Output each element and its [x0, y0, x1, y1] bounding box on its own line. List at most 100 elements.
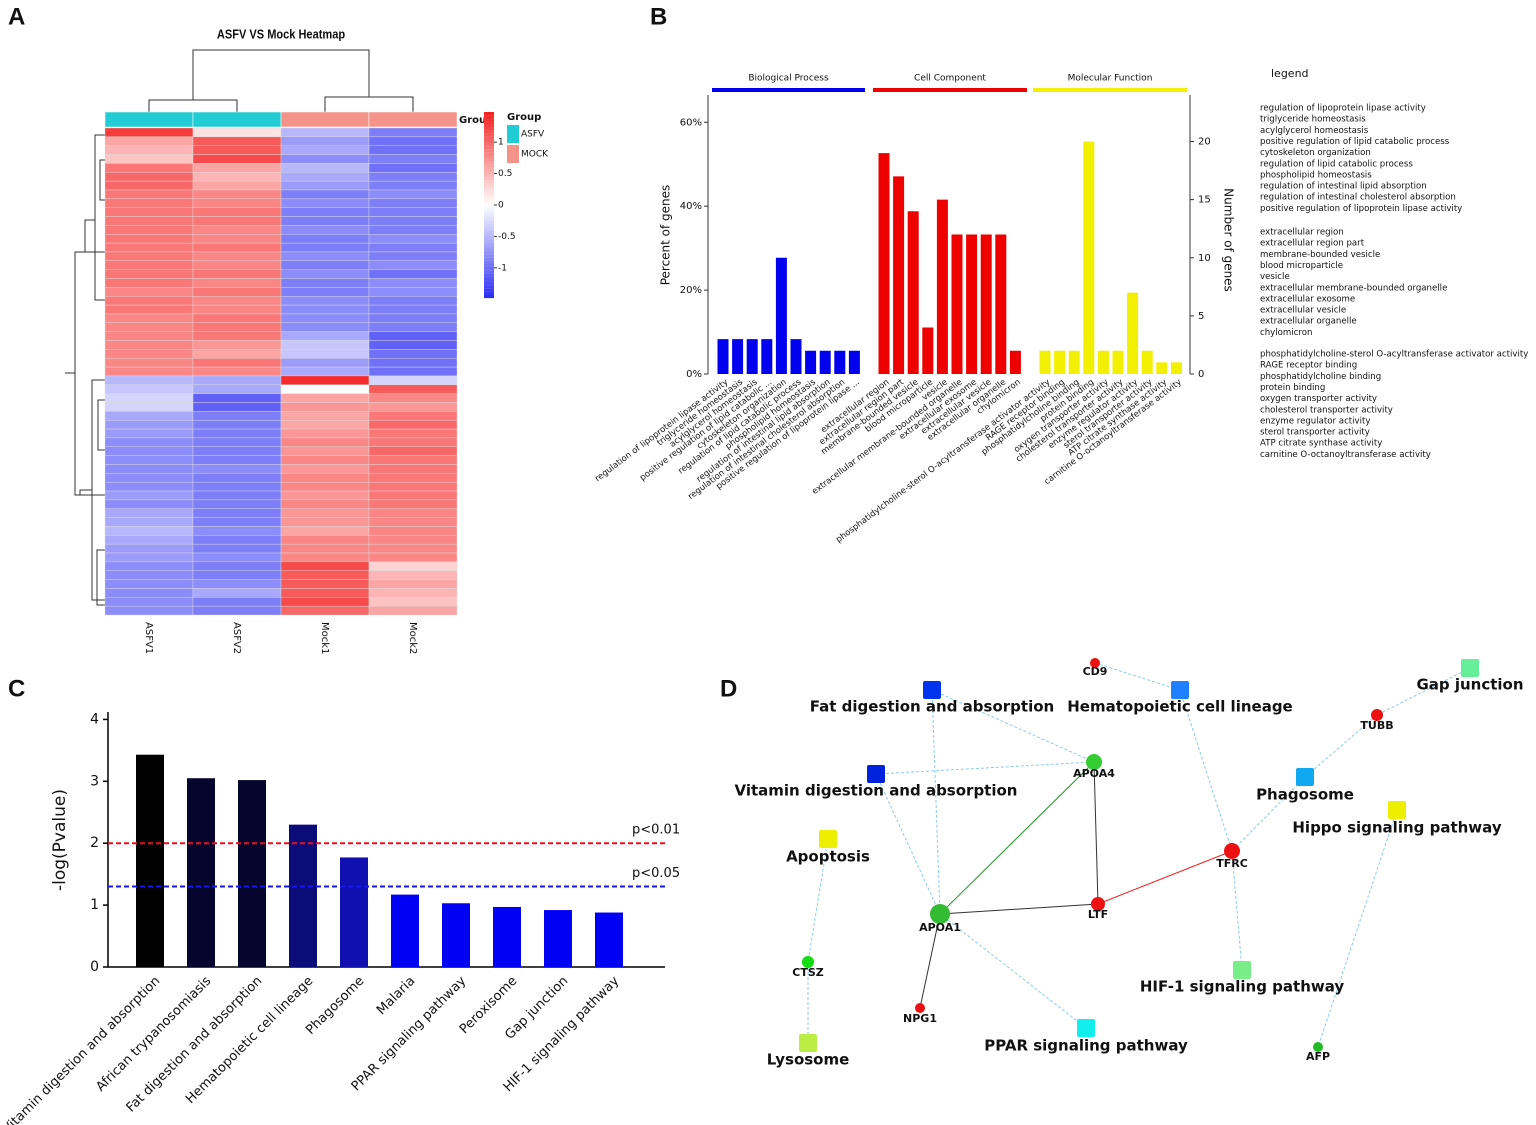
- heat-cell: [280, 597, 370, 607]
- heat-cell: [192, 508, 282, 518]
- group-header: Molecular Function: [1068, 74, 1153, 84]
- heat-cell: [280, 579, 370, 589]
- heat-cell: [192, 402, 282, 412]
- heat-cell: [192, 570, 282, 580]
- pathway-label: HIF-1 signaling pathway: [1140, 978, 1345, 996]
- colorbar-segment: [484, 164, 494, 168]
- heat-cell: [368, 180, 458, 191]
- heat-cell: [280, 198, 370, 208]
- heat-cell: [368, 172, 458, 182]
- network-edge: [939, 913, 1087, 1029]
- bar: [544, 910, 572, 967]
- heat-cell: [280, 437, 370, 447]
- colorbar-segment: [484, 127, 494, 131]
- network-edge: [1304, 714, 1378, 778]
- heat-cell: [192, 349, 282, 359]
- heat-cell: [280, 145, 370, 155]
- legend-item: phospholipid homeostasis: [1260, 170, 1372, 180]
- heat-cell: [280, 384, 370, 394]
- heat-cell: [368, 526, 458, 536]
- pathway-node: [867, 765, 885, 783]
- heat-cell: [192, 260, 282, 270]
- colorbar-segment: [484, 195, 494, 199]
- heat-cell: [104, 597, 194, 607]
- legend-item: phosphatidylcholine binding: [1260, 372, 1381, 382]
- heat-cell: [192, 172, 282, 182]
- colorbar-segment: [484, 217, 494, 221]
- colorbar-segment: [484, 257, 494, 261]
- colorbar-segment: [484, 279, 494, 283]
- legend-item: positive regulation of lipid catabolic p…: [1260, 137, 1450, 147]
- heat-cell: [280, 251, 370, 262]
- colorbar-segment: [484, 270, 494, 274]
- heat-cell: [104, 517, 194, 527]
- heat-cell: [192, 127, 282, 138]
- network-edge: [875, 761, 1095, 775]
- bar: [1083, 141, 1095, 374]
- heat-cell: [280, 366, 370, 377]
- bar: [136, 754, 164, 967]
- heat-cell: [280, 136, 370, 146]
- network-edge: [919, 913, 941, 1009]
- heat-cell: [192, 437, 282, 447]
- heat-cell: [192, 242, 282, 253]
- heat-cell: [368, 366, 458, 377]
- heat-cell: [368, 428, 458, 439]
- colorbar-segment: [484, 205, 494, 209]
- legend-item: cholesterol transporter activity: [1260, 405, 1393, 415]
- heat-cell: [192, 331, 282, 341]
- bar: [1068, 350, 1080, 374]
- colorbar-segment: [484, 186, 494, 190]
- heat-cell: [280, 473, 370, 483]
- heat-cell: [192, 322, 282, 332]
- heat-cell: [280, 499, 370, 509]
- heat-cell: [104, 340, 194, 350]
- colorbar-segment: [484, 198, 494, 202]
- colorbar-segment: [484, 226, 494, 230]
- bar: [1039, 350, 1051, 374]
- colorbar-segment: [484, 223, 494, 227]
- heat-cell: [368, 561, 458, 571]
- heat-cell: [104, 455, 194, 465]
- colorbar-segment: [484, 189, 494, 193]
- colorbar-segment: [484, 180, 494, 184]
- heat-cell: [192, 304, 282, 315]
- pathway-label: Apoptosis: [786, 848, 870, 866]
- heat-cell: [280, 508, 370, 518]
- network-edge: [1231, 776, 1306, 852]
- legend-item: membrane-bounded vesicle: [1260, 250, 1380, 260]
- colorbar-segment: [484, 291, 494, 295]
- heat-cell: [192, 446, 282, 456]
- bar: [936, 199, 948, 374]
- heat-cell: [104, 172, 194, 182]
- colorbar-segment: [484, 282, 494, 286]
- legend-item: extracellular region part: [1260, 239, 1365, 249]
- bar: [1156, 362, 1168, 374]
- heat-cell: [192, 579, 282, 589]
- gene-label: TFRC: [1216, 857, 1248, 870]
- heat-cell: [192, 543, 282, 554]
- heat-cell: [104, 198, 194, 208]
- heat-cell: [368, 198, 458, 208]
- colorbar-segment: [484, 273, 494, 277]
- bar: [238, 780, 266, 967]
- colorbar-tick-label: 0: [498, 201, 504, 211]
- colorbar-segment: [484, 220, 494, 224]
- pathway-node: [1296, 768, 1314, 786]
- heat-cell: [368, 473, 458, 483]
- colorbar-segment: [484, 155, 494, 159]
- bar: [775, 257, 787, 374]
- heat-cell: [192, 163, 282, 173]
- gene-label: NPG1: [903, 1012, 937, 1025]
- y-tick-label: 3: [90, 773, 99, 789]
- heat-cell: [368, 481, 458, 492]
- y2-tick-label: 10: [1198, 253, 1211, 264]
- heat-cell: [368, 499, 458, 509]
- heat-cell: [280, 428, 370, 439]
- heat-cell: [104, 473, 194, 483]
- heat-cell: [104, 499, 194, 509]
- colorbar-segment: [484, 242, 494, 246]
- heat-cell: [368, 490, 458, 501]
- y-tick-label: 40%: [680, 201, 702, 212]
- heat-cell: [280, 172, 370, 182]
